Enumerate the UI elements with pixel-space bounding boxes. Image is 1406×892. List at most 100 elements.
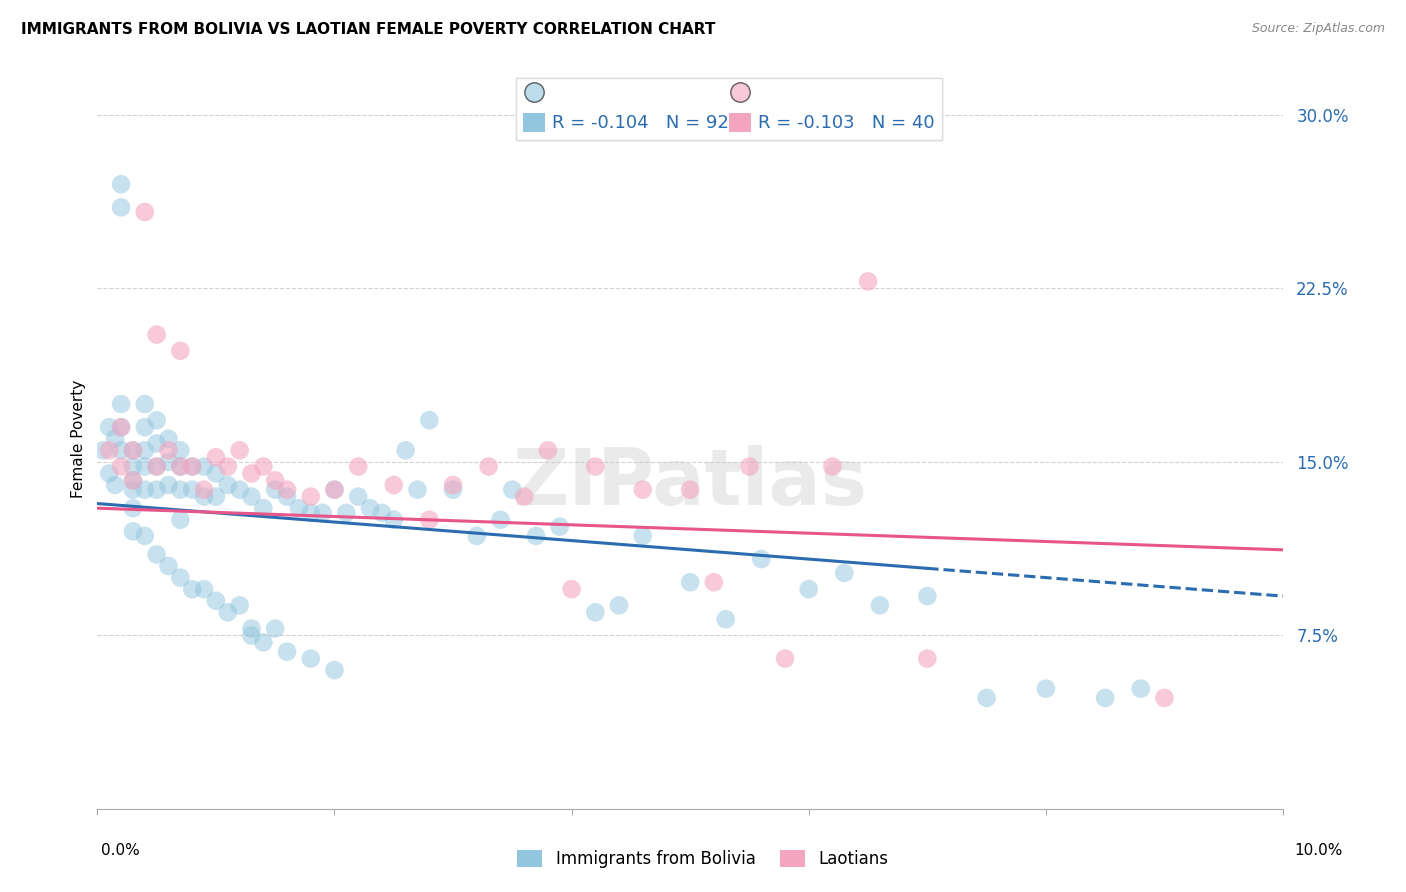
Point [122, 459, 145, 474]
Point [169, 343, 191, 358]
Point [228, 443, 250, 458]
Point [122, 483, 145, 497]
Point [157, 432, 180, 446]
Point [104, 432, 127, 446]
Point [252, 459, 274, 474]
Point [240, 467, 263, 481]
Point [264, 483, 287, 497]
Y-axis label: Female Poverty: Female Poverty [72, 380, 86, 498]
Point [679, 483, 702, 497]
Point [205, 490, 228, 504]
Point [359, 501, 381, 516]
Point [228, 483, 250, 497]
Point [264, 622, 287, 636]
Point [252, 501, 274, 516]
Point [583, 605, 606, 619]
Point [323, 663, 346, 677]
Point [205, 450, 228, 465]
Point [773, 651, 796, 665]
Point [299, 506, 322, 520]
Point [145, 327, 167, 342]
Point [134, 420, 156, 434]
Text: Source: ZipAtlas.com: Source: ZipAtlas.com [1251, 22, 1385, 36]
Point [394, 443, 416, 458]
Point [501, 483, 523, 497]
Point [145, 548, 167, 562]
Point [110, 200, 132, 214]
Point [418, 513, 440, 527]
Point [193, 582, 215, 597]
Point [869, 599, 891, 613]
Point [98, 467, 121, 481]
Point [406, 483, 429, 497]
Point [299, 651, 322, 665]
Point [524, 529, 547, 543]
Point [382, 513, 405, 527]
Point [917, 651, 939, 665]
Point [323, 483, 346, 497]
Point [98, 420, 121, 434]
Point [347, 459, 370, 474]
Point [1035, 681, 1057, 696]
Point [157, 559, 180, 574]
Point [465, 529, 488, 543]
Point [264, 474, 287, 488]
Point [110, 443, 132, 458]
Point [205, 467, 228, 481]
Point [134, 443, 156, 458]
Point [98, 443, 121, 458]
Point [561, 582, 583, 597]
Point [134, 459, 156, 474]
Point [418, 413, 440, 427]
Point [548, 519, 571, 533]
Point [856, 274, 879, 288]
Point [145, 413, 167, 427]
Point [104, 478, 127, 492]
Point [1153, 690, 1175, 705]
Point [382, 478, 405, 492]
Point [607, 599, 630, 613]
Point [679, 575, 702, 590]
Point [157, 455, 180, 469]
Point [714, 612, 737, 626]
Point [834, 566, 856, 580]
Point [217, 478, 239, 492]
Point [122, 474, 145, 488]
Point [976, 690, 998, 705]
Point [134, 397, 156, 411]
Point [169, 459, 191, 474]
Point [145, 459, 167, 474]
Point [181, 582, 204, 597]
Point [371, 506, 394, 520]
Point [441, 483, 464, 497]
Point [583, 459, 606, 474]
Point [240, 622, 263, 636]
Point [441, 478, 464, 492]
Point [749, 552, 772, 566]
Point [276, 490, 298, 504]
Point [122, 524, 145, 539]
Point [240, 628, 263, 642]
Point [631, 483, 654, 497]
Point [738, 459, 761, 474]
Point [181, 459, 204, 474]
Point [169, 513, 191, 527]
Point [703, 575, 725, 590]
Point [169, 459, 191, 474]
Point [478, 459, 501, 474]
Text: 0.0%: 0.0% [101, 843, 141, 858]
Point [276, 483, 298, 497]
Point [311, 506, 333, 520]
Point [205, 593, 228, 607]
Point [797, 582, 820, 597]
Legend: , R = -0.104   N = 92, , R = -0.103   N = 40: , R = -0.104 N = 92, , R = -0.103 N = 40 [516, 78, 942, 140]
Point [821, 459, 844, 474]
Point [217, 605, 239, 619]
Text: IMMIGRANTS FROM BOLIVIA VS LAOTIAN FEMALE POVERTY CORRELATION CHART: IMMIGRANTS FROM BOLIVIA VS LAOTIAN FEMAL… [21, 22, 716, 37]
Point [134, 529, 156, 543]
Point [347, 490, 370, 504]
Point [169, 443, 191, 458]
Point [145, 483, 167, 497]
Legend: Immigrants from Bolivia, Laotians: Immigrants from Bolivia, Laotians [510, 843, 896, 875]
Point [91, 443, 114, 458]
